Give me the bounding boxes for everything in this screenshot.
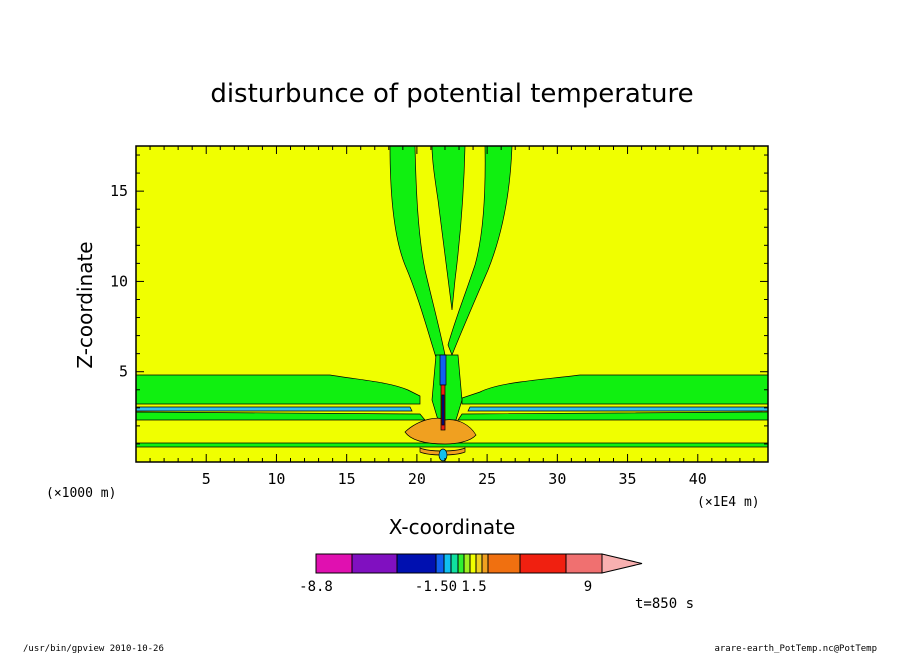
colorbar-segment [475,553,483,574]
footer-left: /usr/bin/gpview 2010-10-26 [23,644,164,654]
colorbar-tick-label: -1.50 [415,579,457,595]
plot-frame [135,145,769,463]
contour-cyan-left [135,406,413,412]
axis-ticks [136,146,768,462]
y-tick-label: 15 [110,182,128,200]
x-axis-title: X-coordinate [389,515,516,539]
x-tick-label: 20 [408,470,426,488]
x-tick-label: 40 [689,470,707,488]
x-tick-label: 25 [478,470,496,488]
colorbar-segment [463,553,471,574]
y-axis-title: Z-coordinate [73,241,97,368]
time-label: t=850 s [635,596,694,612]
plume-column-blue [439,354,447,386]
plume-column-dark [441,394,445,426]
contour-band-upper-right [461,374,769,405]
plume-bottom-dot [438,448,448,462]
x-tick-label: 5 [202,470,211,488]
x-scale-label: (×1E4 m) [697,495,760,510]
colorbar [315,553,643,574]
x-tick-label: 35 [619,470,637,488]
colorbar-segment [469,553,477,574]
x-unit-label: (×1000 m) [46,486,116,501]
colorbar-segment [481,553,489,574]
colorbar-segment [443,553,452,574]
plume-center-branch [431,145,466,311]
y-tick-labels: 5 10 15 [110,182,128,381]
colorbar-tick-label: -8.8 [299,579,333,595]
colorbar-tick-label: 9 [584,579,592,595]
colorbar-segment [315,553,353,574]
chart-title: disturbunce of potential temperature [210,79,693,109]
colorbar-segment [565,553,603,574]
x-tick-label: 30 [548,470,566,488]
colorbar-arrow [601,553,643,574]
y-tick-label: 10 [110,272,128,290]
plume [389,145,513,462]
colorbar-segment [396,553,437,574]
colorbar-segment [457,553,465,574]
colorbar-tick-label: 1.5 [461,579,486,595]
colorbar-labels: -8.8 -1.50 1.5 9 [299,579,592,595]
y-tick-label: 5 [119,363,128,381]
x-tick-label: 15 [338,470,356,488]
contour-cyan-right [467,406,769,412]
plume-stem [431,354,463,421]
colorbar-segment [351,553,398,574]
plume-core-orange [404,417,477,445]
x-tick-label: 10 [267,470,285,488]
colorbar-segment [519,553,567,574]
colorbar-segment [487,553,521,574]
x-tick-labels: 5 10 15 20 25 30 35 40 [202,470,707,488]
footer-right: arare-earth_PotTemp.nc@PotTemp [714,644,877,654]
colorbar-segment [450,553,459,574]
contour-layers [135,374,769,448]
colorbar-segment [435,553,445,574]
plot-area [135,145,769,463]
contour-band-upper-left [135,374,421,405]
